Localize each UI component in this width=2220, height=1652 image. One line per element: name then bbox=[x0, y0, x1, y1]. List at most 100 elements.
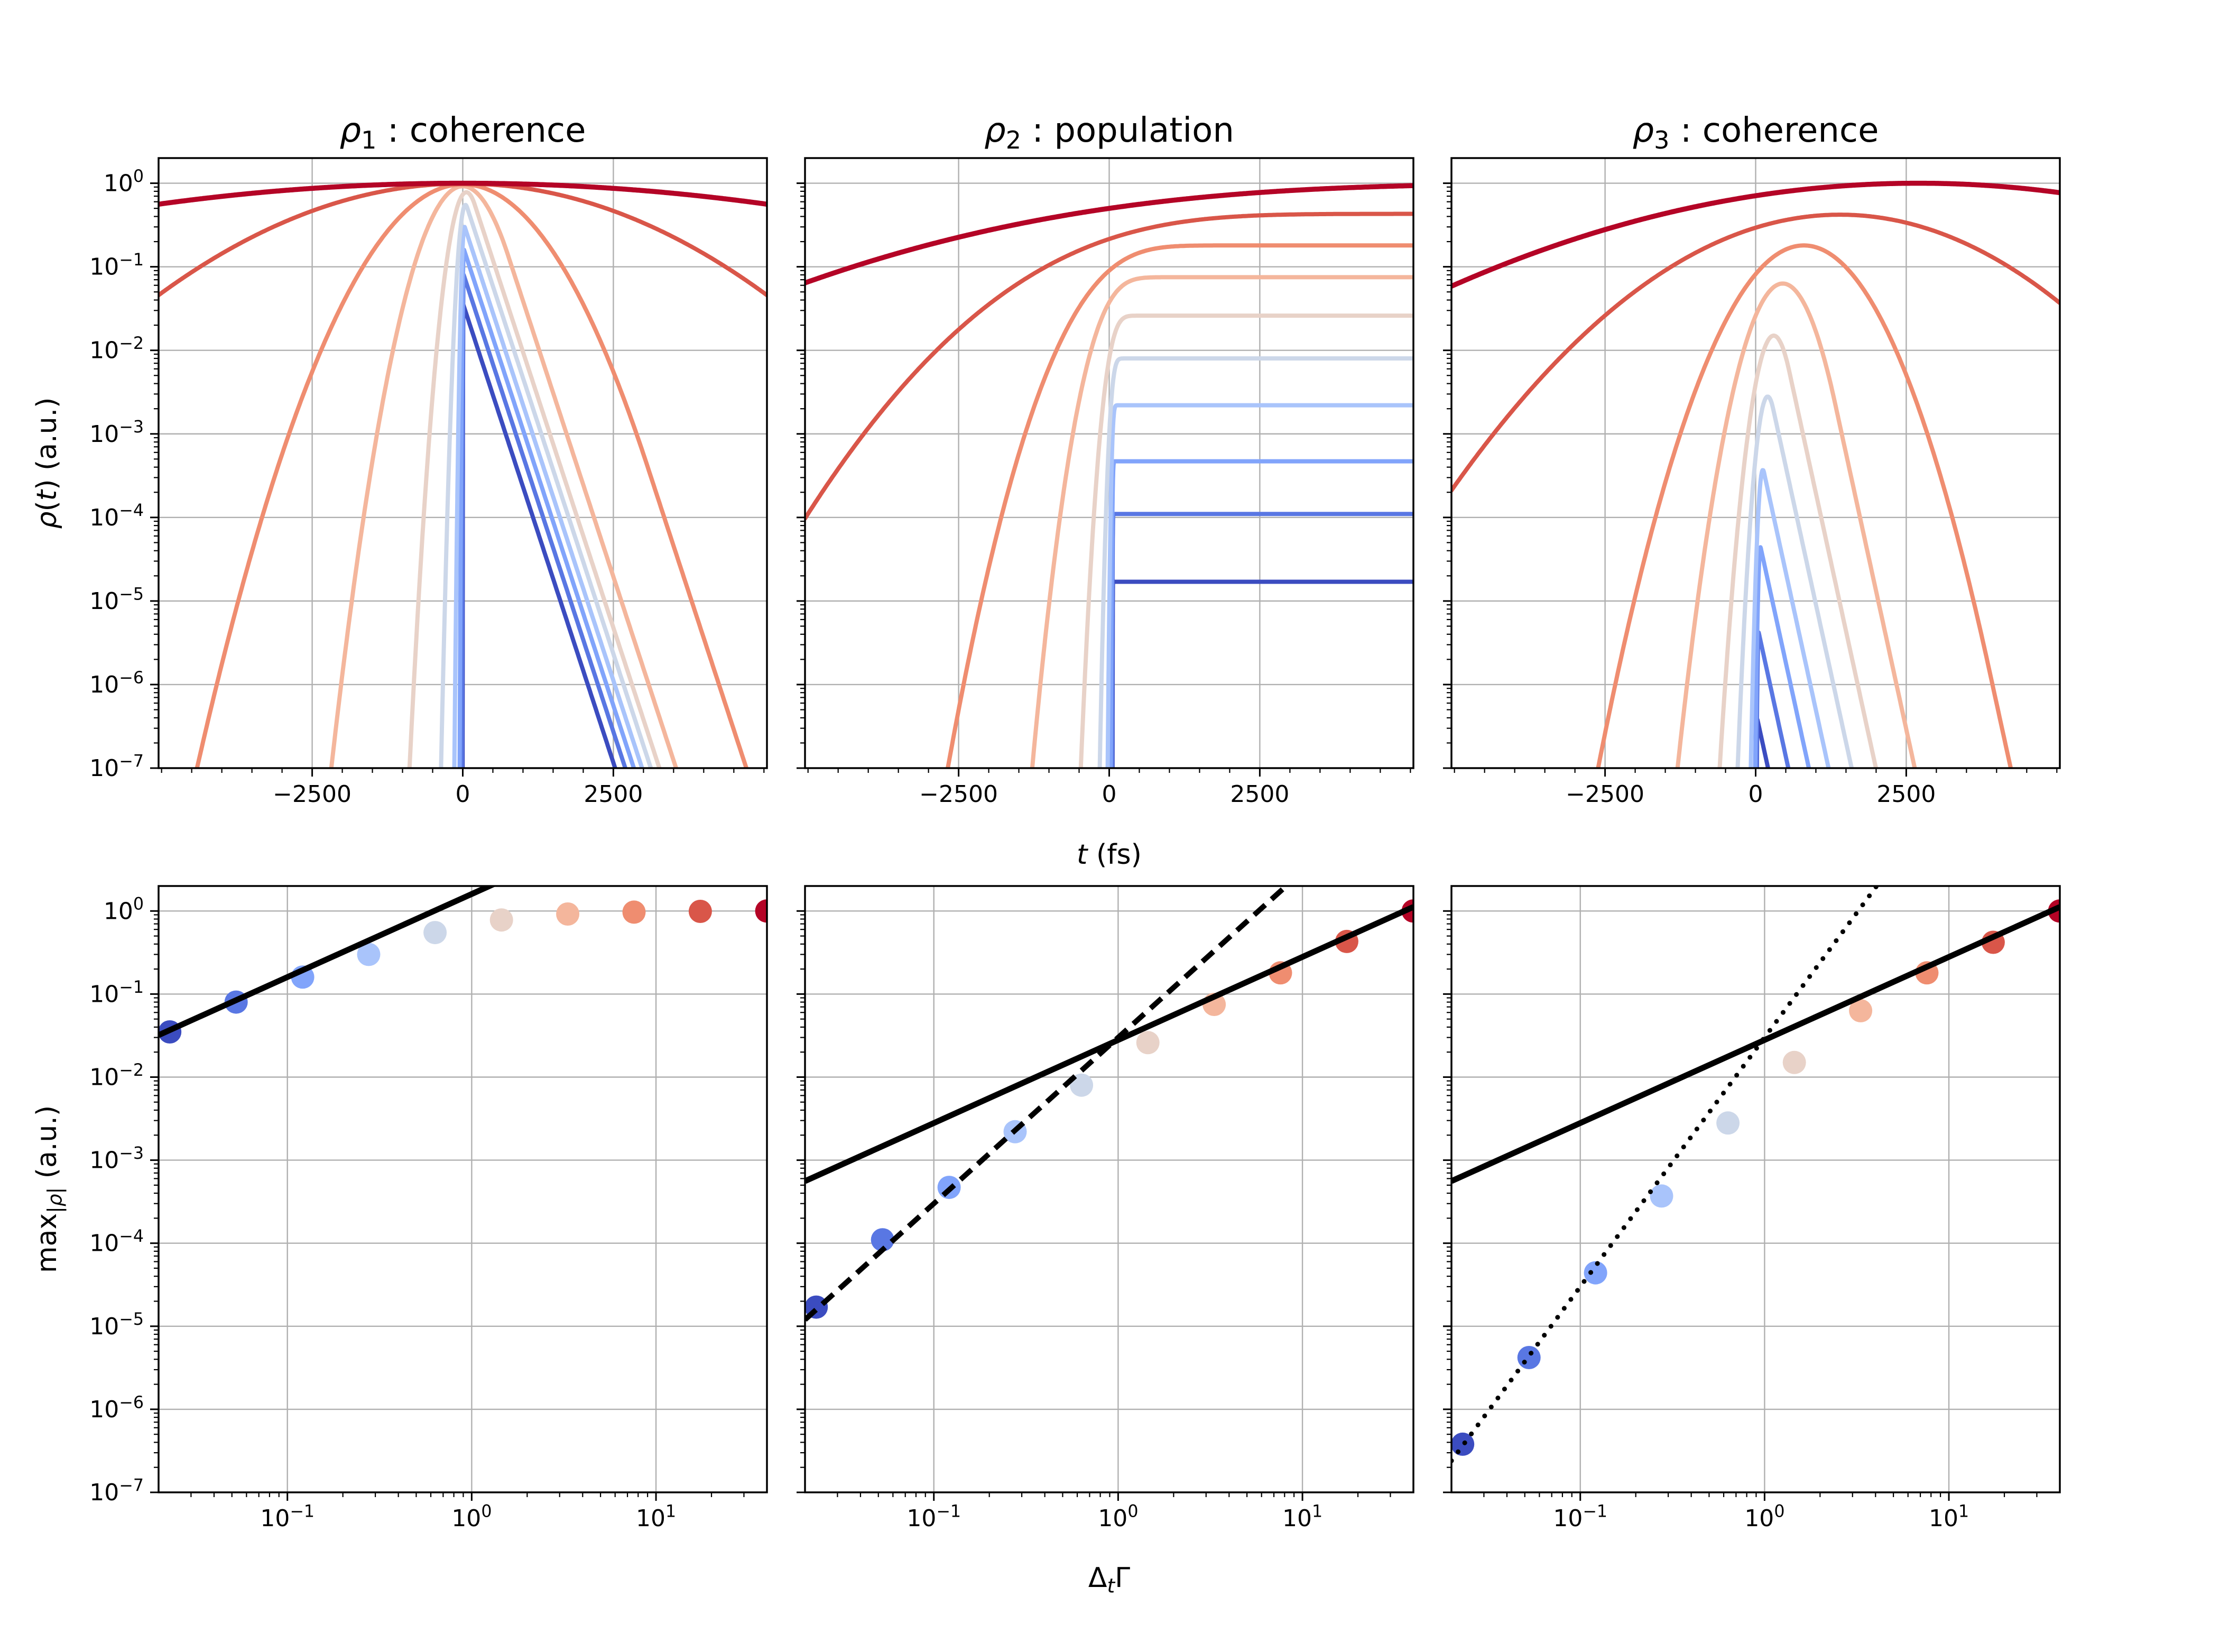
rho2-curve-8 bbox=[946, 243, 1413, 768]
x-tick-label: 100 bbox=[1098, 1502, 1138, 1532]
y-axis-label-bottom: max|ρ| (a.u.) bbox=[31, 1105, 66, 1273]
guide-line-solid bbox=[805, 904, 1413, 1184]
rho2-curve-9 bbox=[805, 211, 1413, 521]
tick-labels: 100 10−1 10−2 10−3 10−4 10−5 10−6 10−7 −2500 0 250… bbox=[89, 167, 643, 808]
rho2-curve-10 bbox=[805, 183, 1413, 285]
x-tick-label: 10−1 bbox=[260, 1502, 314, 1532]
plot-area bbox=[805, 183, 1413, 768]
rho2-curve-7 bbox=[1030, 275, 1413, 768]
plot-area bbox=[1451, 886, 2060, 1463]
tick-labels: 100 10−1 10−2 10−3 10−4 10−5 10−6 10−7 10−1 100 10… bbox=[89, 895, 676, 1532]
y-tick-label: 10−1 bbox=[89, 978, 144, 1008]
y-tick-label: 100 bbox=[104, 895, 144, 925]
y-tick-label: 10−3 bbox=[89, 1144, 144, 1174]
scatter-point bbox=[871, 1228, 894, 1252]
y-tick-label: 10−6 bbox=[89, 1393, 144, 1423]
rho3-curve-3 bbox=[1753, 545, 1811, 768]
y-tick-label: 10−6 bbox=[89, 668, 144, 698]
x-tick-label: −2500 bbox=[919, 781, 998, 808]
y-tick-label: 10−3 bbox=[89, 418, 144, 448]
max_rho1-points bbox=[159, 899, 767, 1044]
panel-spine bbox=[158, 157, 768, 769]
panel-rho2: −2500 0 2500 ρ2 : population bbox=[797, 111, 1414, 808]
rho2-curve-4 bbox=[1105, 403, 1413, 768]
guide-line-solid bbox=[1451, 904, 2060, 1184]
rho1-curve-10 bbox=[159, 180, 767, 207]
tick-labels: 10−1 100 101 bbox=[906, 1502, 1322, 1532]
panel-max_rho1: 100 10−1 10−2 10−3 10−4 10−5 10−6 10−7 10−1 100 10… bbox=[89, 885, 768, 1532]
x-axis-label-top: t (fs) bbox=[1077, 839, 1142, 871]
panel-max_rho2: 10−1 100 101 bbox=[797, 885, 1414, 1532]
x-tick-label: 0 bbox=[456, 781, 470, 808]
rho1-curve-4 bbox=[452, 225, 644, 768]
x-tick-label: −2500 bbox=[1566, 781, 1644, 808]
ticks bbox=[1443, 910, 2038, 1501]
scatter-point bbox=[1716, 1111, 1740, 1135]
tick-labels: −2500 0 2500 bbox=[919, 781, 1289, 808]
x-tick-label: 2500 bbox=[584, 781, 643, 808]
scatter-point bbox=[1136, 1031, 1160, 1055]
panel-title-rho2: ρ2 : population bbox=[984, 111, 1234, 154]
tick-labels: −2500 0 2500 bbox=[1566, 781, 1936, 808]
gridlines bbox=[1451, 886, 2060, 1492]
x-tick-label: 100 bbox=[1744, 1502, 1784, 1532]
rho2-curve-5 bbox=[1097, 356, 1413, 768]
y-axis-label-top: ρ(t) (a.u.) bbox=[31, 398, 63, 529]
panel-spine bbox=[158, 885, 768, 1493]
y-tick-label: 10−2 bbox=[89, 1061, 144, 1091]
plot-area bbox=[159, 180, 767, 768]
y-tick-label: 10−5 bbox=[89, 585, 144, 615]
panel-spine bbox=[1450, 885, 2061, 1493]
x-tick-label: 0 bbox=[1102, 781, 1117, 808]
rho3-curve-6 bbox=[1717, 333, 1879, 768]
rho3-curve-7 bbox=[1675, 281, 1917, 768]
panel-spine bbox=[804, 885, 1414, 1493]
rho3-curve-10 bbox=[1451, 180, 2060, 289]
x-tick-label: 2500 bbox=[1230, 781, 1289, 808]
panel-rho3: −2500 0 2500 ρ3 : coherence bbox=[1443, 111, 2061, 808]
rho3-curve-9 bbox=[1451, 213, 2060, 493]
x-tick-label: 10−1 bbox=[906, 1502, 961, 1532]
scatter-point bbox=[489, 908, 513, 932]
scatter-point bbox=[688, 900, 712, 923]
rho2-curve-6 bbox=[1078, 313, 1413, 768]
guide-line-dotted bbox=[1451, 886, 1880, 1463]
y-tick-label: 10−1 bbox=[89, 251, 144, 281]
guide-line-dashed bbox=[805, 886, 1290, 1322]
plot-area bbox=[1451, 180, 2060, 768]
scatter-point bbox=[556, 902, 580, 926]
rho3-curve-4 bbox=[1749, 468, 1831, 768]
gridlines bbox=[159, 886, 767, 1492]
y-tick-label: 10−4 bbox=[89, 1227, 144, 1257]
scatter-point bbox=[1517, 1346, 1541, 1369]
max_rho2-points bbox=[805, 899, 1413, 1319]
rho1-curve-6 bbox=[407, 190, 662, 768]
ticks bbox=[150, 910, 745, 1501]
panel-spine bbox=[1450, 157, 2061, 769]
x-tick-label: 100 bbox=[451, 1502, 492, 1532]
ticks bbox=[1443, 182, 2058, 777]
panel-max_rho3: 10−1 100 101 bbox=[1443, 885, 2061, 1532]
max_rho3-points bbox=[1451, 899, 2060, 1456]
y-tick-label: 10−7 bbox=[89, 1476, 144, 1506]
x-tick-label: 101 bbox=[1282, 1502, 1322, 1532]
scatter-point bbox=[1782, 1050, 1806, 1074]
panel-rho1: 100 10−1 10−2 10−3 10−4 10−5 10−6 10−7 −2500 0 250… bbox=[89, 111, 768, 808]
y-tick-label: 100 bbox=[104, 167, 144, 197]
panel-spine bbox=[804, 157, 1414, 769]
y-tick-label: 10−4 bbox=[89, 501, 144, 531]
rho1-curve-5 bbox=[439, 202, 653, 768]
scatter-point bbox=[1070, 1073, 1094, 1097]
x-tick-label: −2500 bbox=[273, 781, 352, 808]
rho3-curve-5 bbox=[1735, 394, 1854, 768]
x-tick-label: 2500 bbox=[1876, 781, 1936, 808]
plot-area bbox=[805, 886, 1413, 1322]
y-tick-label: 10−2 bbox=[89, 334, 144, 364]
rho3-curve-8 bbox=[1596, 243, 2013, 768]
scatter-point bbox=[755, 899, 767, 923]
x-tick-label: 0 bbox=[1749, 781, 1763, 808]
gridlines bbox=[805, 886, 1413, 1492]
y-tick-label: 10−7 bbox=[89, 752, 144, 782]
